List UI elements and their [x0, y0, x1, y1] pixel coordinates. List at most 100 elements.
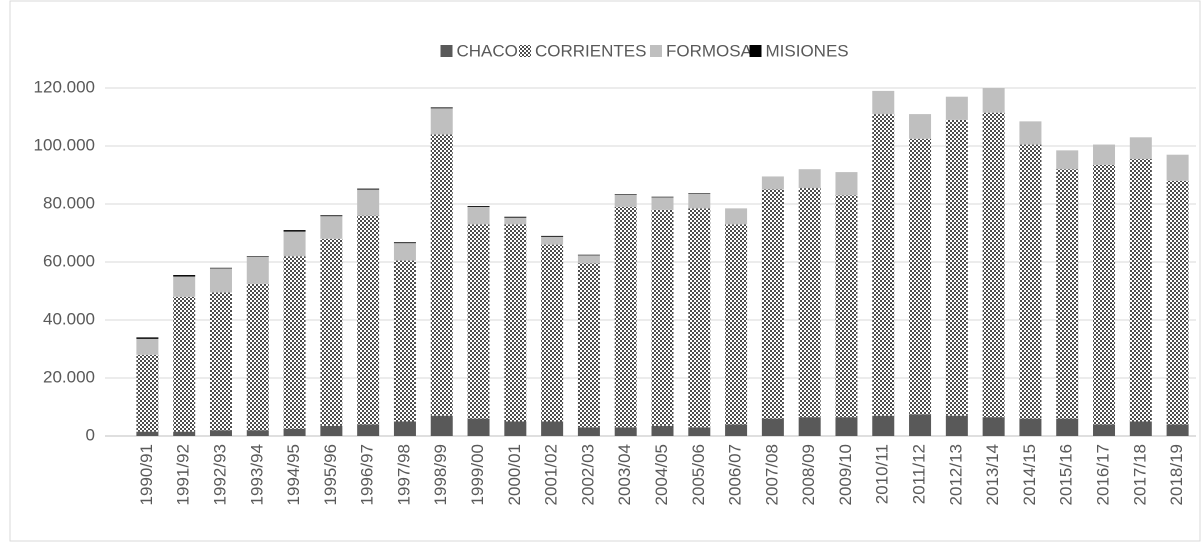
- bar-segment: [982, 417, 1005, 436]
- bar-segment: [173, 275, 196, 277]
- bar-segment: [136, 337, 159, 339]
- x-tick-label: 1996/97: [358, 444, 377, 505]
- bar-segment: [467, 224, 490, 419]
- bar-segment: [504, 421, 527, 436]
- bar-segment: [651, 209, 674, 426]
- bar-segment: [798, 169, 821, 189]
- bar-segment: [173, 296, 196, 432]
- bar-segment: [651, 197, 674, 210]
- bar-segment: [430, 107, 453, 109]
- bar-segment: [209, 267, 232, 269]
- x-tick-label: 1998/99: [431, 444, 450, 505]
- legend-swatch: [650, 45, 662, 57]
- x-tick-label: 2008/09: [799, 444, 818, 505]
- legend-label: FORMOSA: [666, 41, 753, 60]
- bar-segment: [283, 231, 306, 257]
- bar-segment: [725, 424, 748, 436]
- bar-segment: [909, 414, 932, 436]
- bar-segment: [1166, 424, 1189, 436]
- bar-segment: [982, 88, 1005, 113]
- x-tick-label: 2015/16: [1057, 444, 1076, 505]
- bar-segment: [467, 206, 490, 225]
- bar-segment: [504, 217, 527, 225]
- x-tick-label: 2017/18: [1130, 444, 1149, 505]
- bar-segment: [1056, 418, 1079, 436]
- bar-segment: [393, 242, 416, 244]
- bar-segment: [614, 194, 637, 195]
- bar-segment: [872, 90, 895, 115]
- x-tick-label: 1997/98: [394, 444, 413, 505]
- bar-segment: [577, 255, 600, 264]
- x-tick-label: 2001/02: [542, 444, 561, 505]
- bar-segment: [835, 417, 858, 436]
- bar-segment: [357, 189, 380, 216]
- y-tick-label: 80.000: [43, 193, 95, 212]
- bar-segment: [945, 96, 968, 120]
- bar-segment: [761, 418, 784, 436]
- bar-segment: [651, 425, 674, 436]
- x-tick-label: 1990/91: [137, 444, 156, 505]
- x-tick-label: 1995/96: [321, 444, 340, 505]
- bar-segment: [688, 193, 711, 209]
- bar-segment: [1129, 159, 1152, 422]
- bar-segment: [504, 216, 527, 218]
- legend-swatch: [440, 45, 453, 57]
- x-tick-label: 1999/00: [468, 444, 487, 505]
- x-tick-label: 2003/04: [615, 444, 634, 505]
- legend-swatch: [519, 45, 531, 57]
- bar-segment: [798, 188, 821, 418]
- bar-segment: [357, 215, 380, 425]
- x-tick-label: 1992/93: [210, 444, 229, 505]
- legend-label: MISIONES: [766, 41, 849, 60]
- bar-segment: [1093, 144, 1116, 165]
- bar-segment: [761, 189, 784, 419]
- x-tick-label: 1991/92: [174, 444, 193, 505]
- bar-segment: [835, 172, 858, 196]
- bar-segment: [1129, 137, 1152, 160]
- bar-segment: [1166, 180, 1189, 425]
- bar-segment: [872, 415, 895, 436]
- bar-segment: [246, 283, 269, 431]
- x-tick-label: 2010/11: [873, 444, 892, 504]
- bar-segment: [320, 215, 343, 217]
- x-tick-label: 2002/03: [578, 444, 597, 505]
- bar-segment: [173, 276, 196, 297]
- bar-segment: [393, 243, 416, 261]
- bar-segment: [1093, 164, 1116, 425]
- bar-segment: [577, 263, 600, 428]
- bar-segment: [1166, 154, 1189, 181]
- bar-segment: [1019, 144, 1042, 419]
- x-tick-label: 2016/17: [1094, 444, 1113, 505]
- bar-segment: [577, 254, 600, 256]
- y-tick-label: 20.000: [43, 367, 95, 386]
- bar-segment: [1056, 169, 1079, 419]
- bar-segment: [614, 206, 637, 428]
- bar-segment: [651, 196, 674, 198]
- x-tick-label: 2006/07: [726, 444, 745, 505]
- chart-frame: [9, 0, 1201, 542]
- bar-segment: [1019, 418, 1042, 436]
- bar-segment: [688, 208, 711, 428]
- bar-segment: [209, 430, 232, 436]
- bar-segment: [467, 206, 490, 207]
- bar-segment: [1093, 424, 1116, 436]
- bar-segment: [1056, 150, 1079, 170]
- x-tick-label: 1994/95: [284, 444, 303, 505]
- bar-segment: [688, 193, 711, 194]
- legend-swatch: [749, 45, 762, 57]
- bar-segment: [320, 216, 343, 239]
- x-tick-label: 2014/15: [1020, 444, 1039, 505]
- bar-segment: [945, 415, 968, 436]
- bar-segment: [467, 418, 490, 436]
- x-tick-label: 2018/19: [1167, 444, 1186, 505]
- bar-segment: [835, 195, 858, 418]
- bar-segment: [909, 138, 932, 415]
- bar-segment: [430, 415, 453, 436]
- x-tick-label: 2012/13: [946, 444, 965, 505]
- bar-segment: [283, 256, 306, 429]
- bar-segment: [136, 431, 159, 436]
- bar-segment: [246, 256, 269, 257]
- x-tick-label: 2004/05: [652, 444, 671, 505]
- legend-label: CHACO: [457, 41, 518, 60]
